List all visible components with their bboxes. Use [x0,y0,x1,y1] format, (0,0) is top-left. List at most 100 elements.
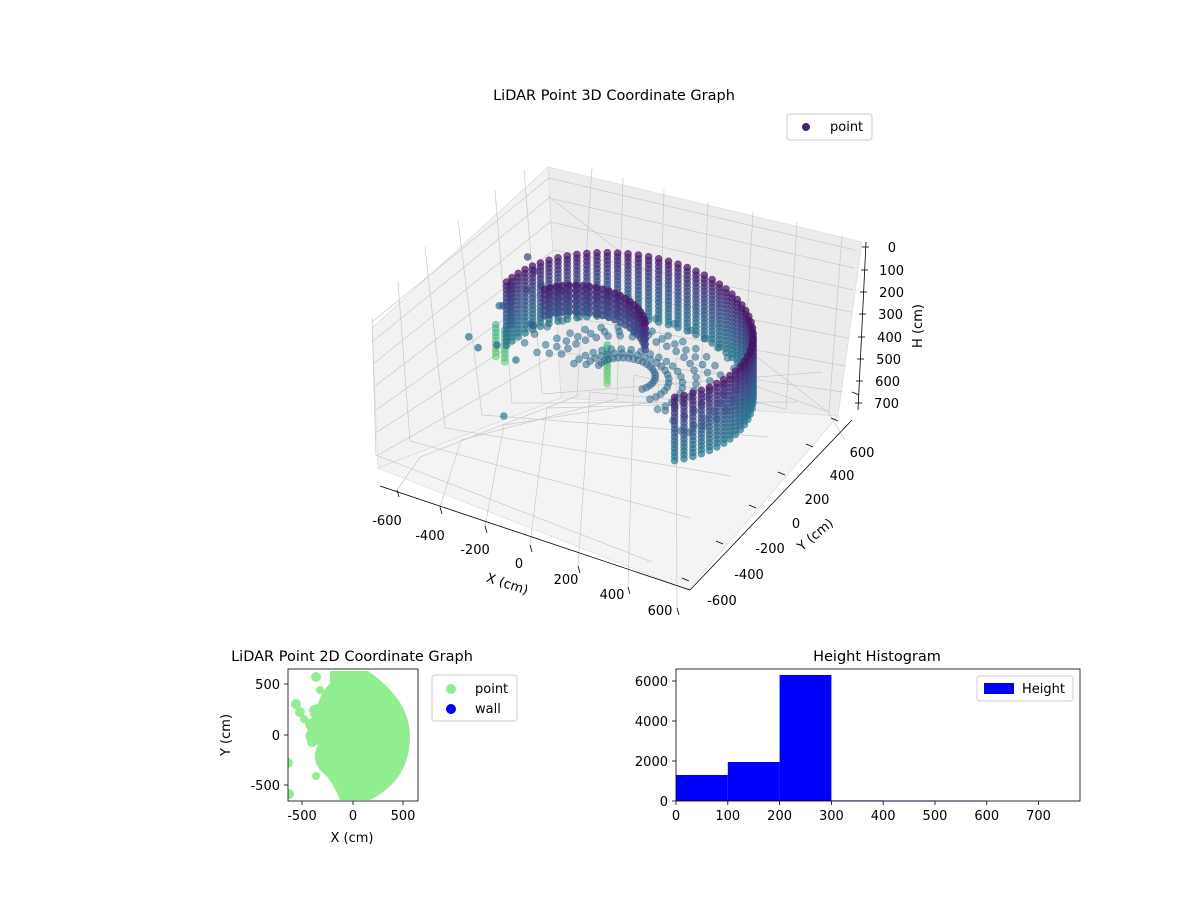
x-tick-label-histogram: 400 [871,809,896,824]
point-marker-3d [558,308,567,317]
point-marker-3d [564,344,572,353]
x-ticks-3d: -600 -400 -200 0 200 400 600 [372,489,680,619]
point-marker-3d [708,339,716,347]
x-tick-mark [577,565,581,574]
point-marker-3d [585,309,594,317]
point-marker-3d [723,354,732,362]
y-tick-mark [851,391,860,396]
point-marker-3d [603,379,612,388]
point-marker-3d [711,361,719,370]
point-marker-3d [545,349,554,358]
point-marker-3d [594,361,603,370]
x-tick-label-3d: 600 [648,604,673,619]
point-marker-3d [552,342,561,351]
point-marker-3d [500,357,509,366]
point-marker-3d [680,454,688,463]
legend-3d: point [786,113,873,141]
point-marker-3d [641,345,650,354]
point-marker-3d [493,341,501,349]
chart-title-histogram: Height Histogram [813,649,941,665]
y-axis-line-3d [689,419,853,591]
histogram-bar [727,762,780,801]
plot-3d: LiDAR Point 3D Coordinate Graph [371,88,926,619]
legend-label-point-2d: point [475,682,508,697]
legend-marker-point-2d [446,684,456,694]
x-tick-label-3d: 400 [600,588,625,603]
x-tick-mark [396,489,400,498]
point-marker-3d [690,366,698,375]
legend-2d: point wall [431,674,518,722]
x-axis-label-2d: X (cm) [331,831,374,846]
legend-box-histogram [976,675,1074,702]
x-tick-label-3d: -200 [460,543,490,558]
point-marker-3d [692,380,700,388]
x-tick-label-histogram: 200 [767,809,792,824]
point-marker-3d [566,329,574,338]
point-marker-3d [703,368,712,377]
histogram-bars [676,675,987,802]
x-tick-label-histogram: 600 [974,809,999,824]
legend-box-3d [786,113,873,141]
y-tick-mark [715,540,724,545]
point-marker-3d [557,350,566,358]
point-marker-3d [533,348,541,357]
x-tick-label-histogram: 300 [819,809,844,824]
z-axis-label-3d: H (cm) [911,304,926,348]
y-ticks-3d: -600 -400 -200 0 200 400 600 [681,391,874,609]
point-marker-3d [558,317,567,325]
axes-frame-histogram [675,668,1081,802]
point-marker-3d [670,320,678,328]
point-marker-2d [288,789,294,799]
point-marker-3d [582,360,591,369]
point-marker-3d [541,340,550,349]
z-tick-label-3d: 600 [875,375,900,390]
z-tick-label-3d: 700 [874,397,899,412]
y-tick-label-histogram: 6000 [635,675,668,690]
y-tick-label-2d: 0 [272,729,280,744]
point-marker-3d [474,343,482,352]
y-tick-label-3d: 200 [805,493,830,508]
point-marker-3d [719,439,728,447]
x-tick-label-3d: 0 [515,557,523,572]
y-tick-mark [748,504,757,509]
point-marker-3d [512,356,520,364]
x-tick-mark [439,506,443,515]
point-marker-3d [680,353,688,362]
point-marker-2d [288,758,293,768]
point-marker-3d [523,253,532,261]
z-tick-label-3d: 200 [879,286,904,301]
point-marker-3d [701,334,710,343]
y-tick-mark [777,471,786,476]
y-tick-label-3d: -200 [755,542,785,557]
y-tick-label-3d: 400 [830,469,855,484]
point-marker-3d [697,449,706,458]
point-marker-3d [604,332,612,340]
y-tick-label-histogram: 4000 [635,715,668,730]
point-marker-3d [529,321,538,330]
point-marker-3d [682,346,690,354]
point-marker-3d [691,353,700,361]
point-marker-3d [536,322,545,331]
point-marker-3d [646,395,654,404]
histogram-bar [779,675,832,801]
point-marker-3d [562,337,571,345]
point-marker-3d [616,331,625,340]
x-tick-label-3d: 200 [554,573,579,588]
z-tick-label-3d: 300 [878,308,903,323]
y-tick-label-2d: -500 [250,779,280,794]
point-marker-3d [689,452,697,461]
point-marker-3d [553,334,561,343]
point-marker-3d [705,446,714,455]
point-marker-3d [520,338,529,347]
y-tick-mark [830,417,839,422]
point-marker-3d [686,359,694,368]
point-marker-3d [540,311,549,320]
point-marker-3d [572,307,580,316]
point-marker-3d [565,307,574,316]
point-marker-2d [316,686,324,694]
point-marker-3d [686,326,695,335]
plot-2d: LiDAR Point 2D Coordinate Graph -500 0 5… [219,649,518,846]
histogram-axes: 0 100 200 300 400 500 600 700 0 2000 4000 6000 [635,675,1051,824]
point-marker-2d [300,715,308,723]
